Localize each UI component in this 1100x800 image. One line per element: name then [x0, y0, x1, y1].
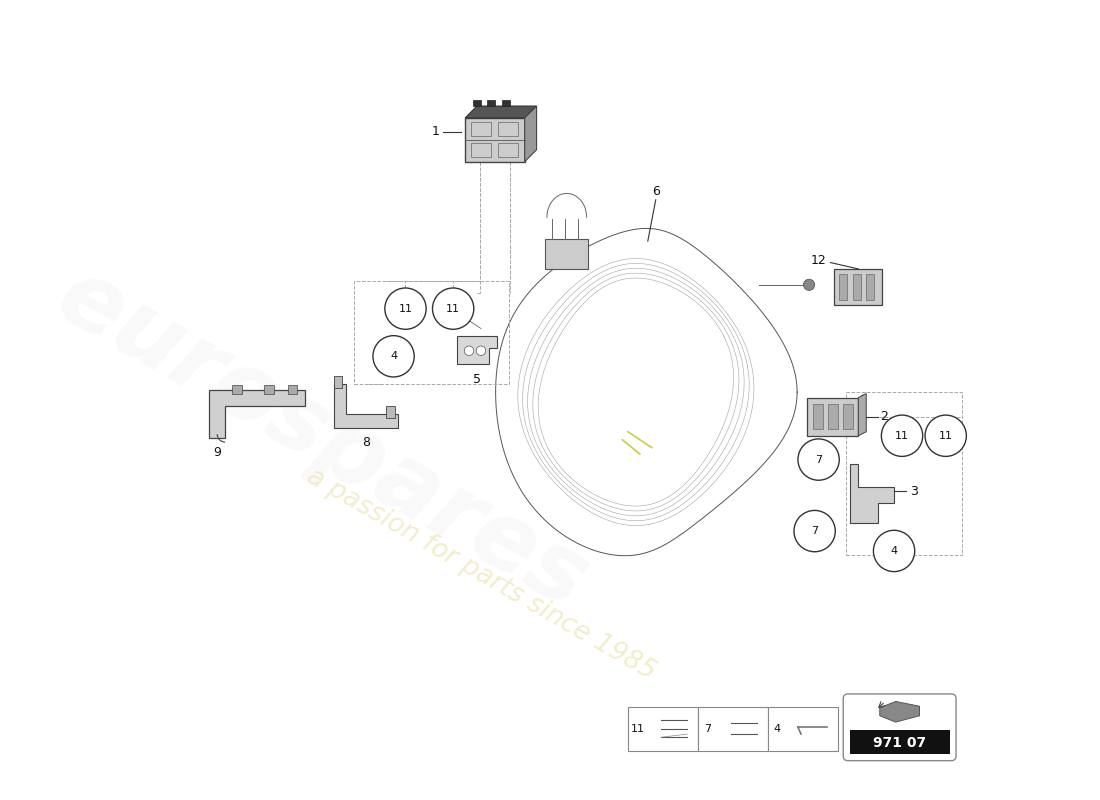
Text: 8: 8: [362, 436, 370, 449]
Polygon shape: [209, 390, 305, 438]
Text: 6: 6: [652, 186, 660, 198]
Circle shape: [794, 510, 835, 552]
Circle shape: [385, 288, 426, 330]
Bar: [544, 238, 588, 269]
Circle shape: [373, 336, 415, 377]
Bar: [487, 100, 495, 106]
Text: 4: 4: [390, 351, 397, 362]
Text: 12: 12: [811, 254, 826, 267]
Text: 4: 4: [891, 546, 898, 556]
Bar: [813, 404, 823, 430]
Circle shape: [881, 415, 923, 457]
Text: 11: 11: [447, 304, 460, 314]
Text: 3: 3: [910, 485, 917, 498]
Circle shape: [803, 279, 815, 290]
Text: eurospares: eurospares: [41, 250, 604, 629]
Text: a passion for parts since 1985: a passion for parts since 1985: [302, 464, 660, 686]
Bar: [828, 404, 838, 430]
Text: 11: 11: [895, 430, 909, 441]
Polygon shape: [806, 398, 858, 436]
Polygon shape: [525, 106, 537, 162]
Polygon shape: [465, 106, 537, 118]
Polygon shape: [334, 384, 397, 428]
Bar: [288, 385, 297, 394]
Text: 11: 11: [398, 304, 412, 314]
Bar: [844, 404, 852, 430]
Bar: [473, 100, 481, 106]
Text: 4: 4: [773, 724, 781, 734]
Text: 7: 7: [815, 454, 822, 465]
Text: 7: 7: [811, 526, 818, 536]
Polygon shape: [880, 702, 920, 722]
Polygon shape: [465, 118, 525, 162]
Bar: [849, 730, 949, 754]
Polygon shape: [850, 463, 894, 523]
Text: 11: 11: [630, 724, 645, 734]
Text: 9: 9: [213, 446, 221, 459]
Bar: [502, 100, 509, 106]
Bar: [497, 122, 517, 136]
Text: 5: 5: [473, 373, 481, 386]
Circle shape: [798, 439, 839, 480]
Bar: [628, 707, 697, 751]
Bar: [497, 142, 517, 157]
Bar: [264, 385, 274, 394]
Bar: [867, 274, 875, 300]
Text: 1: 1: [432, 126, 440, 138]
Bar: [852, 274, 860, 300]
FancyBboxPatch shape: [844, 694, 956, 761]
Bar: [839, 274, 847, 300]
Polygon shape: [458, 337, 497, 364]
Bar: [768, 707, 838, 751]
Circle shape: [476, 346, 486, 355]
Bar: [846, 392, 961, 555]
Polygon shape: [835, 269, 882, 305]
Bar: [697, 707, 768, 751]
Bar: [232, 385, 242, 394]
Text: 11: 11: [938, 430, 953, 441]
Bar: [386, 406, 395, 418]
Bar: [334, 376, 342, 388]
Circle shape: [925, 415, 967, 457]
Bar: [472, 122, 492, 136]
Text: 2: 2: [881, 410, 889, 423]
Bar: [472, 142, 492, 157]
Polygon shape: [858, 394, 867, 436]
Bar: [354, 281, 509, 384]
Circle shape: [464, 346, 474, 355]
Text: 7: 7: [704, 724, 711, 734]
Circle shape: [873, 530, 915, 571]
Circle shape: [432, 288, 474, 330]
Text: 971 07: 971 07: [873, 736, 926, 750]
